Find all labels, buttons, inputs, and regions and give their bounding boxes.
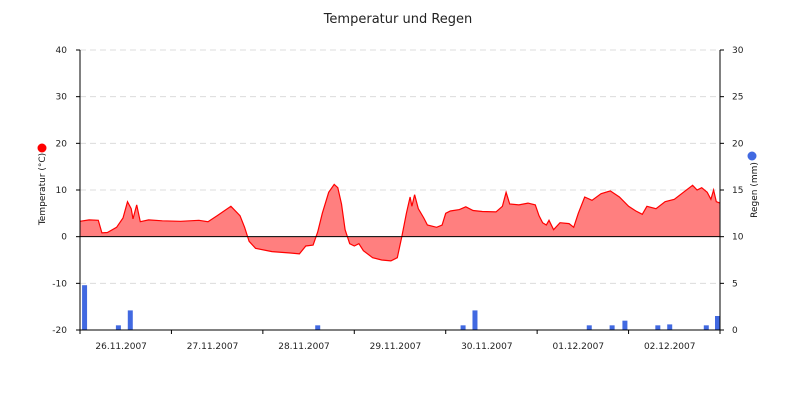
rain-bar: [472, 310, 478, 330]
right-tick-label: 25: [732, 93, 743, 103]
rain-bar: [609, 325, 615, 330]
temperature-area-layer: [79, 183, 721, 262]
x-tick-label: 26.11.2007: [95, 342, 147, 352]
right-tick-label: 20: [732, 139, 744, 149]
left-tick-label: 0: [61, 233, 67, 243]
rain-bar: [586, 325, 592, 330]
rain-legend-dot: [747, 151, 757, 161]
left-tick-label: 10: [56, 186, 68, 196]
left-axis-ticks: -20 -10 0 10 20 30 40: [52, 46, 80, 336]
x-tick-label: 02.12.2007: [644, 342, 696, 352]
rain-bar: [315, 325, 321, 330]
right-tick-label: 30: [732, 46, 744, 56]
left-tick-label: -20: [52, 326, 67, 336]
rain-bar: [127, 310, 133, 330]
rain-bar: [667, 324, 673, 330]
x-tick-label: 27.11.2007: [187, 342, 239, 352]
rain-bar: [115, 325, 121, 330]
left-tick-label: 30: [56, 93, 68, 103]
chart-title: Temperatur und Regen: [323, 12, 473, 27]
rain-bar: [82, 285, 88, 330]
rain-bar: [655, 325, 661, 330]
rain-bar: [460, 325, 466, 330]
left-tick-label: 20: [56, 139, 68, 149]
x-axis-ticks: 26.11.2007 27.11.2007 28.11.2007 29.11.2007…: [79, 330, 721, 352]
right-axis-ticks: 0 5 10 15 20 25 30: [720, 46, 744, 336]
x-tick-label: 01.12.2007: [553, 342, 605, 352]
grid-lines: [80, 49, 720, 284]
temperature-legend-dot: [37, 143, 47, 153]
x-tick-label: 29.11.2007: [370, 342, 422, 352]
right-tick-label: 0: [732, 326, 738, 336]
temperature-area: [80, 184, 720, 261]
x-tick-label: 28.11.2007: [278, 342, 330, 352]
x-tick-label: 30.11.2007: [461, 342, 513, 352]
rain-bar-layer: [82, 285, 720, 330]
rain-bar: [622, 320, 628, 330]
rain-bar: [703, 325, 709, 330]
right-tick-label: 10: [732, 233, 744, 243]
right-axis-label: Regen (mm): [750, 162, 760, 218]
left-tick-label: -10: [52, 279, 67, 289]
rain-bar: [715, 316, 720, 330]
left-axis-label: Temperatur (°C): [38, 153, 48, 226]
temperature-line: [79, 183, 721, 262]
right-tick-label: 15: [732, 186, 743, 196]
right-tick-label: 5: [732, 279, 738, 289]
left-tick-label: 40: [56, 46, 68, 56]
